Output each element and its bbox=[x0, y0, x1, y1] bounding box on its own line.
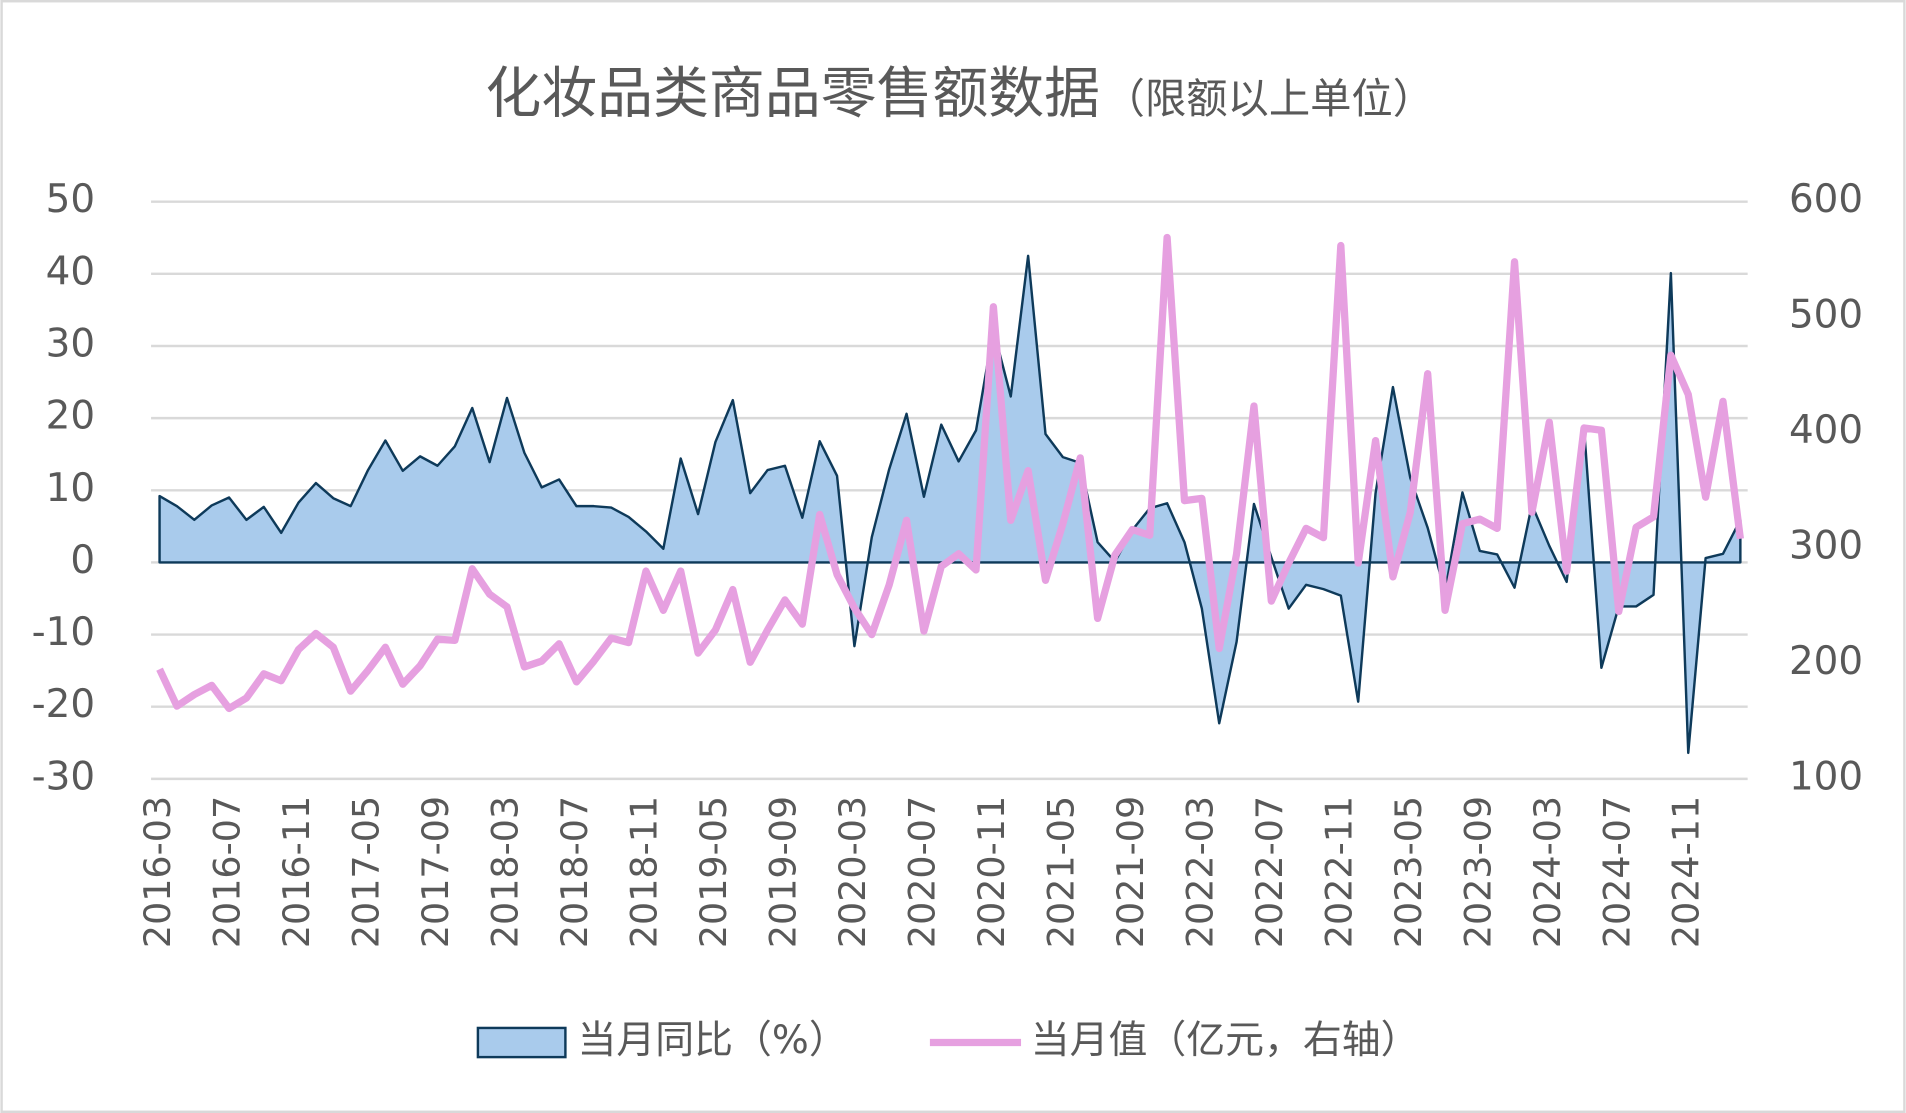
area bbox=[158, 254, 1742, 755]
x-tick-label: 2019-09 bbox=[761, 796, 804, 948]
y2-tick-label: 500 bbox=[1789, 293, 1863, 338]
x-tick-label: 2024-07 bbox=[1595, 796, 1638, 948]
x-tick-label: 2022-07 bbox=[1248, 796, 1291, 948]
x-tick-label: 2024-03 bbox=[1526, 796, 1569, 948]
y-tick-label: 20 bbox=[46, 394, 95, 439]
x-tick-label: 2017-09 bbox=[414, 796, 457, 948]
y-tick-label: 50 bbox=[46, 177, 95, 222]
line bbox=[156, 233, 1744, 713]
x-tick-label: 2020-11 bbox=[970, 796, 1013, 948]
y-tick-label: 30 bbox=[46, 321, 95, 366]
x-tick-label: 2018-11 bbox=[622, 796, 665, 948]
x-tick-label: 2020-03 bbox=[831, 796, 874, 948]
y-tick-label: 40 bbox=[46, 249, 95, 294]
x-tick-label: 2022-11 bbox=[1317, 796, 1360, 948]
y2-tick-label: 600 bbox=[1789, 177, 1863, 222]
y2-tick-label: 100 bbox=[1789, 754, 1863, 799]
x-tick-label: 2020-07 bbox=[900, 796, 943, 948]
legend-label: 当月同比（%） bbox=[578, 1018, 848, 1063]
chart-title: 化妆品类商品零售额数据 bbox=[485, 61, 1100, 126]
x-tick-label: 2018-03 bbox=[483, 796, 526, 948]
x-tick-label: 2021-09 bbox=[1109, 796, 1152, 948]
y-tick-label: -10 bbox=[32, 610, 96, 655]
x-tick-label: 2022-03 bbox=[1178, 796, 1221, 948]
x-tick-label: 2016-03 bbox=[136, 796, 179, 948]
x-tick-label: 2024-11 bbox=[1665, 796, 1708, 948]
x-tick-label: 2019-05 bbox=[692, 796, 735, 948]
x-tick-label: 2016-07 bbox=[206, 796, 249, 948]
y-tick-label: 10 bbox=[46, 466, 95, 511]
y-tick-label: -20 bbox=[32, 682, 96, 727]
y2-tick-label: 400 bbox=[1789, 408, 1863, 453]
x-tick-label: 2021-05 bbox=[1039, 796, 1082, 948]
legend-label: 当月值（亿元，右轴） bbox=[1031, 1018, 1420, 1063]
chart-subtitle: （限额以上单位） bbox=[1104, 75, 1434, 123]
x-tick-label: 2023-05 bbox=[1387, 796, 1430, 948]
y2-tick-label: 300 bbox=[1789, 523, 1863, 568]
legend-swatch bbox=[476, 1026, 567, 1059]
x-tick-label: 2017-05 bbox=[345, 796, 388, 948]
y-tick-label: 0 bbox=[70, 538, 95, 583]
y-tick-label: -30 bbox=[32, 754, 96, 799]
x-tick-label: 2023-09 bbox=[1456, 796, 1499, 948]
x-tick-label: 2016-11 bbox=[275, 796, 318, 948]
x-tick-label: 2018-07 bbox=[553, 796, 596, 948]
y2-tick-label: 200 bbox=[1789, 639, 1863, 684]
